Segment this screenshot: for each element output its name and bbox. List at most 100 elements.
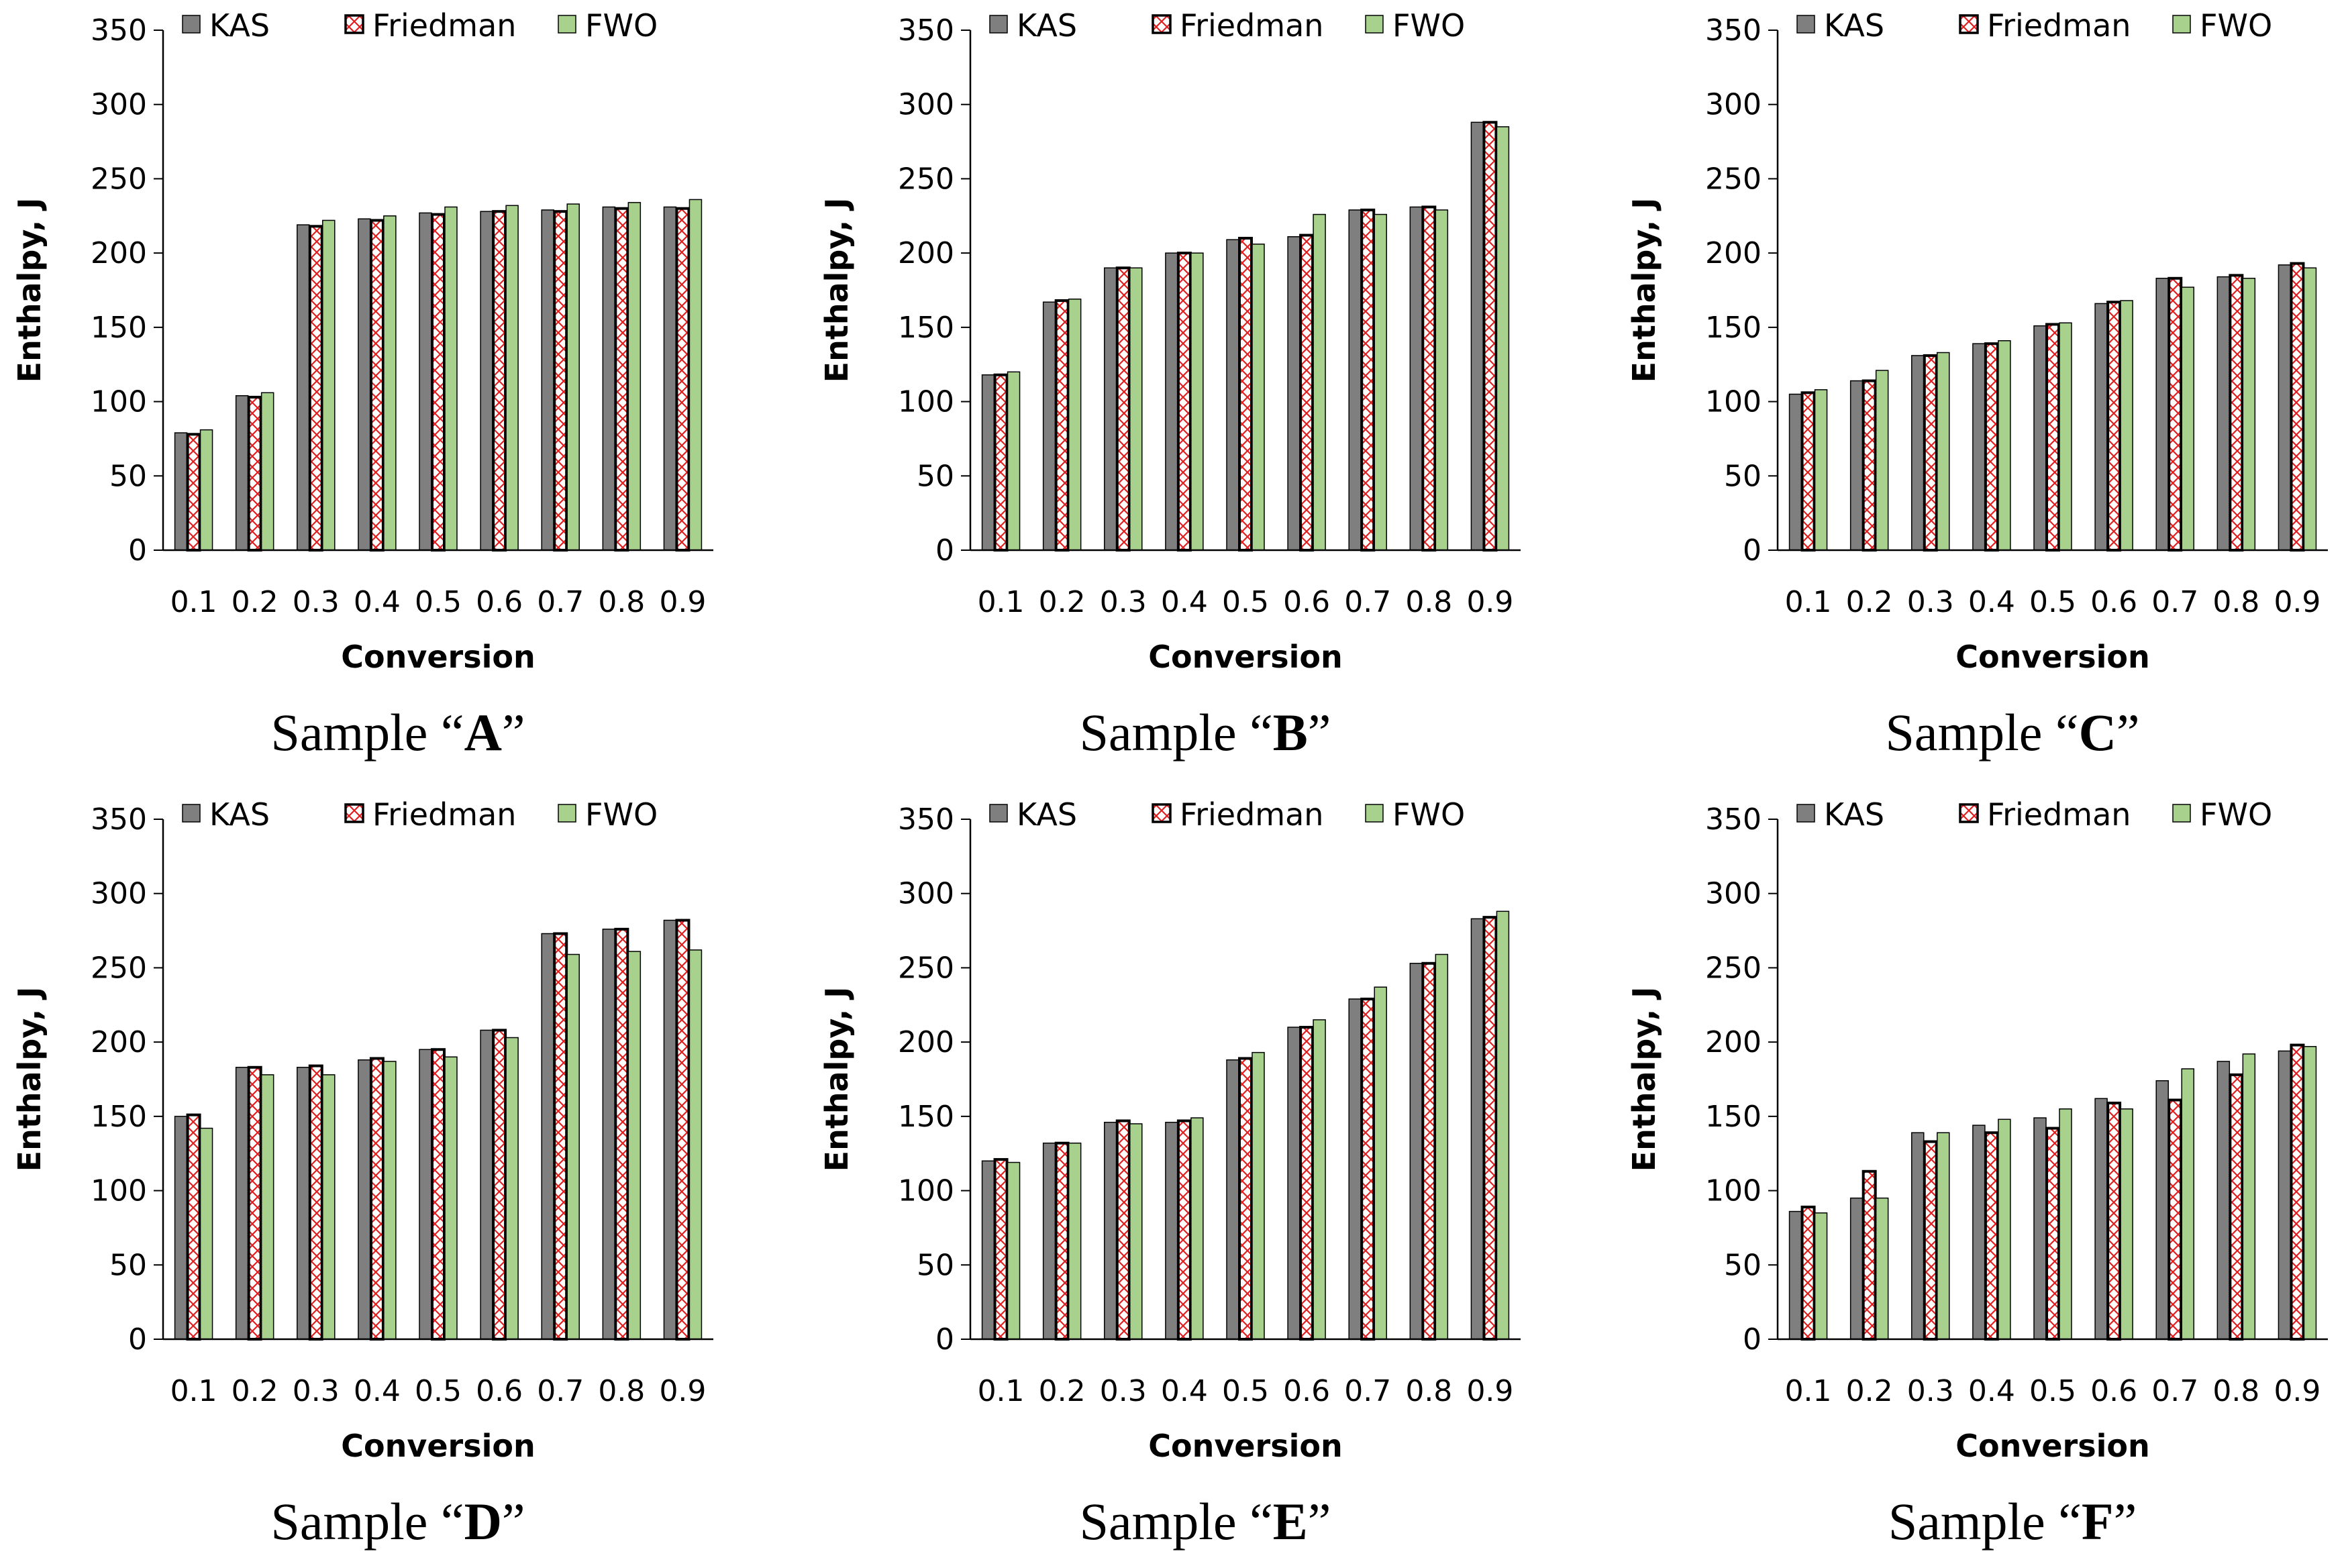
bar-kas-0.7 [2155, 1080, 2169, 1340]
caption-prefix: Sample “ [1080, 703, 1273, 762]
x-tick-label: 0.1 [1785, 585, 1832, 619]
bar-friedman-0.6 [1299, 233, 1315, 552]
chart-e: 0 50 100 150 200 250 300 350 0.1 0.2 0.3 0.4 0.5 0.6 0… [819, 796, 1521, 1551]
x-tick-label: 0.3 [1100, 585, 1147, 619]
bar-fwo-0.7 [2181, 1068, 2194, 1340]
y-tick-label: 150 [1705, 1100, 1762, 1134]
bar-friedman-0.6 [2106, 1101, 2122, 1341]
legend-label-kas: KAS [1824, 796, 1884, 833]
bar-friedman-0.7 [2168, 1098, 2183, 1341]
bar-friedman-0.9 [675, 207, 691, 552]
caption-letter: F [2082, 1492, 2114, 1551]
bar-fwo-0.6 [2120, 1108, 2133, 1340]
x-tick-label: 0.4 [354, 1374, 401, 1408]
bar-fwo-0.2 [260, 1074, 274, 1340]
y-tick-label: 150 [898, 1100, 954, 1134]
bar-fwo-0.1 [199, 1127, 213, 1340]
y-tick-label: 200 [91, 236, 147, 270]
y-axis-title: Enthalpy, J [11, 987, 48, 1172]
y-tick-label: 150 [91, 311, 147, 345]
bar-kas-0.7 [1348, 209, 1362, 551]
bar-fwo-0.4 [1998, 1118, 2011, 1340]
y-tick-label: 150 [1705, 311, 1762, 345]
y-tick-label: 300 [1705, 877, 1762, 911]
bar-kas-0.5 [419, 1049, 432, 1340]
panel-caption: Sample “A” [270, 703, 525, 762]
x-tick-label: 0.6 [1283, 585, 1330, 619]
bar-fwo-0.3 [322, 1074, 336, 1340]
bar-fwo-0.8 [2242, 278, 2256, 551]
x-tick-label: 0.3 [1907, 585, 1954, 619]
y-tick-label: 350 [91, 13, 147, 48]
legend-swatch-fwo [558, 15, 576, 34]
bar-kas-0.8 [1409, 206, 1423, 551]
bar-friedman-0.9 [1482, 121, 1498, 552]
bar-friedman-0.1 [186, 433, 201, 552]
y-tick-label: 100 [898, 1174, 954, 1208]
x-tick-label: 0.5 [1222, 585, 1269, 619]
bar-friedman-0.9 [675, 919, 691, 1341]
y-tick-label: 0 [1743, 533, 1762, 568]
legend-swatch-friedman [1959, 803, 1979, 823]
y-tick-label: 250 [898, 951, 954, 985]
bar-kas-0.3 [1911, 355, 1925, 551]
bar-kas-0.1 [174, 432, 188, 551]
bar-friedman-0.2 [1862, 1169, 1877, 1341]
caption-prefix: Sample “ [1080, 1492, 1273, 1551]
bar-friedman-0.1 [1800, 1205, 1816, 1341]
bar-friedman-0.2 [1054, 299, 1070, 552]
bar-fwo-0.1 [1007, 1161, 1021, 1340]
bar-fwo-0.4 [383, 1061, 397, 1340]
bar-kas-0.4 [1972, 1125, 1986, 1340]
bar-friedman-0.9 [1482, 916, 1498, 1341]
y-tick-label: 250 [1705, 162, 1762, 196]
bar-kas-0.8 [2216, 1061, 2231, 1340]
bar-fwo-0.3 [1129, 267, 1143, 551]
bar-kas-0.3 [1911, 1132, 1925, 1340]
bar-friedman-0.6 [1299, 1026, 1315, 1341]
bar-fwo-0.8 [627, 951, 642, 1340]
y-tick-label: 200 [1705, 1025, 1762, 1059]
legend-label-fwo: FWO [2200, 7, 2272, 44]
legend-label-friedman: Friedman [372, 7, 516, 44]
x-tick-label: 0.8 [598, 585, 645, 619]
panel-caption: Sample “C” [1885, 703, 2139, 762]
y-axis-title: Enthalpy, J [1626, 987, 1662, 1172]
y-tick-label: 200 [898, 1025, 954, 1059]
legend-swatch-fwo [2172, 15, 2191, 34]
y-tick-label: 300 [898, 877, 954, 911]
caption-suffix: ” [2116, 703, 2140, 762]
bar-kas-0.2 [1849, 1197, 1864, 1340]
bar-friedman-0.7 [2168, 276, 2183, 552]
legend-label-friedman: Friedman [1180, 796, 1323, 833]
caption-letter: A [464, 703, 502, 762]
legend-swatch-kas [182, 804, 201, 823]
x-tick-label: 0.2 [1846, 585, 1893, 619]
y-tick-label: 300 [91, 88, 147, 122]
bar-kas-0.2 [235, 395, 249, 551]
legend-label-fwo: FWO [1392, 796, 1465, 833]
bar-kas-0.6 [480, 211, 493, 551]
bar-fwo-0.5 [444, 206, 458, 551]
bar-fwo-0.3 [322, 219, 336, 551]
legend-swatch-friedman [344, 803, 364, 823]
caption-suffix: ” [502, 703, 525, 762]
x-tick-label: 0.9 [659, 585, 706, 619]
bar-kas-0.4 [358, 1059, 371, 1340]
legend-swatch-friedman [1959, 14, 1979, 34]
bar-fwo-0.7 [566, 953, 580, 1340]
bar-kas-0.3 [297, 1067, 310, 1340]
bar-fwo-0.5 [444, 1056, 458, 1340]
x-tick-label: 0.2 [1846, 1374, 1893, 1408]
caption-prefix: Sample “ [270, 1492, 464, 1551]
y-tick-label: 50 [1724, 1248, 1762, 1282]
y-tick-label: 350 [898, 13, 954, 48]
bar-friedman-0.5 [2045, 323, 2060, 552]
bar-friedman-0.2 [1862, 379, 1877, 552]
x-tick-label: 0.3 [1100, 1374, 1147, 1408]
chart-f: 0 50 100 150 200 250 300 350 0.1 0.2 0.3 0.4 0.5 0.6 0… [1626, 796, 2328, 1551]
y-tick-label: 350 [898, 802, 954, 837]
x-tick-label: 0.6 [476, 585, 523, 619]
legend-label-friedman: Friedman [1987, 796, 2131, 833]
bar-kas-0.5 [419, 212, 432, 551]
